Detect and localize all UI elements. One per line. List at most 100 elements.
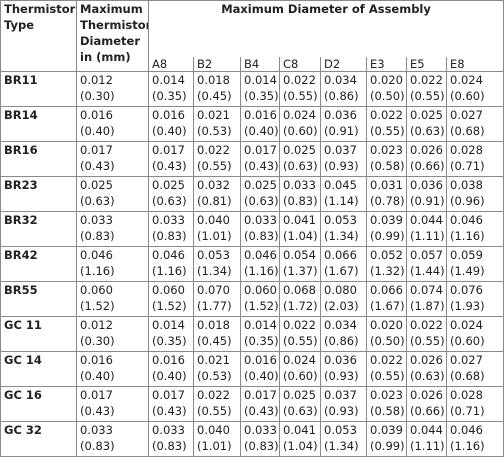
mm-value: (0.55) (410, 89, 445, 103)
inch-value: 0.046 (244, 248, 277, 262)
value-cell: 0.034 (0.86) (320, 71, 367, 107)
inch-value: 0.014 (152, 73, 185, 87)
type-cell: BR23 (0, 176, 77, 212)
mm-value: (0.83) (283, 194, 318, 208)
mm-value: (0.86) (324, 334, 359, 348)
inch-value: 0.014 (244, 73, 277, 87)
mm-value: (0.93) (324, 404, 359, 418)
data-row: BR23 0.025 (0.63) 0.025 (0.63) 0.032 (0.81) 0.0… (0, 176, 504, 212)
inch-value: 0.044 (410, 423, 443, 437)
value-cell: 0.053 (1.34) (320, 211, 367, 247)
inch-value: 0.016 (152, 108, 185, 122)
inch-value: 0.041 (283, 213, 316, 227)
inch-value: 0.017 (244, 388, 277, 402)
value-cell: 0.036 (0.91) (406, 176, 447, 212)
inch-value: 0.036 (324, 353, 357, 367)
inch-value: 0.033 (283, 178, 316, 192)
mm-value: (1.67) (370, 299, 405, 313)
mm-value: (0.55) (283, 334, 318, 348)
mm-value: (1.34) (324, 439, 359, 453)
value-cell: 0.066 (1.67) (320, 246, 367, 282)
inch-value: 0.054 (283, 248, 316, 262)
mm-value: (0.83) (80, 229, 115, 243)
inch-value: 0.020 (370, 73, 403, 87)
data-row: GC 14 0.016 (0.40) 0.016 (0.40) 0.021 (0.53) 0.… (0, 351, 504, 387)
value-cell: 0.017 (0.43) (240, 141, 280, 177)
value-cell: 0.046 (1.16) (445, 421, 504, 457)
mm-value: (0.71) (450, 404, 485, 418)
inch-value: 0.024 (450, 73, 483, 87)
mm-value: (1.44) (410, 264, 445, 278)
inch-value: 0.016 (244, 353, 277, 367)
value-cell: 0.025 (0.63) (279, 386, 321, 422)
value-cell: 0.021 (0.53) (193, 351, 241, 387)
value-cell: 0.012 (0.30) (76, 71, 149, 107)
inch-value: 0.014 (152, 318, 185, 332)
data-row: GC 16 0.017 (0.43) 0.017 (0.43) 0.022 (0.55) 0.… (0, 386, 504, 422)
inch-value: 0.022 (410, 318, 443, 332)
mm-value: (0.40) (80, 369, 115, 383)
mm-value: (0.55) (283, 89, 318, 103)
inch-value: 0.066 (324, 248, 357, 262)
mm-value: (0.60) (283, 369, 318, 383)
mm-value: (0.71) (450, 159, 485, 173)
inch-value: 0.033 (80, 213, 113, 227)
cell-line: Thermistor (80, 18, 149, 32)
mm-value: (0.43) (152, 404, 187, 418)
inch-value: 0.066 (370, 283, 403, 297)
inch-value: 0.045 (324, 178, 357, 192)
value-cell: 0.022 (0.55) (279, 316, 321, 352)
inch-value: 0.057 (410, 248, 443, 262)
value-cell: 0.044 (1.11) (406, 211, 447, 247)
inch-value: 0.016 (152, 353, 185, 367)
value-cell: 0.017 (0.43) (148, 386, 194, 422)
value-cell: 0.041 (1.04) (279, 421, 321, 457)
value-cell: 0.022 (0.55) (406, 71, 447, 107)
mm-value: (0.63) (410, 369, 445, 383)
inch-value: 0.022 (283, 318, 316, 332)
inch-value: 0.076 (450, 283, 483, 297)
mm-value: (0.63) (152, 194, 187, 208)
value-cell: 0.022 (0.55) (279, 71, 321, 107)
group-header: Maximum Diameter of Assembly (147, 0, 504, 57)
size-header: D2 (320, 57, 367, 72)
value-cell: 0.025 (0.63) (406, 106, 447, 142)
value-cell: 0.033 (0.83) (240, 421, 280, 457)
mm-value: (1.52) (244, 299, 279, 313)
value-cell: 0.057 (1.44) (406, 246, 447, 282)
mm-value: (0.68) (450, 124, 485, 138)
mm-value: (0.40) (244, 124, 279, 138)
inch-value: 0.046 (450, 213, 483, 227)
inch-value: 0.022 (370, 353, 403, 367)
inch-value: 0.031 (370, 178, 403, 192)
data-row: BR42 0.046 (1.16) 0.046 (1.16) 0.053 (1.34) 0.0… (0, 246, 504, 282)
inch-value: 0.017 (152, 143, 185, 157)
data-row: BR11 0.012 (0.30) 0.014 (0.35) 0.018 (0.45) 0.0… (0, 71, 504, 107)
mm-value: (0.35) (152, 334, 187, 348)
inch-value: 0.027 (450, 108, 483, 122)
value-cell: 0.046 (1.16) (148, 246, 194, 282)
mm-value: (0.55) (410, 334, 445, 348)
inch-value: 0.044 (410, 213, 443, 227)
type-header: Thermistor Type (0, 0, 77, 72)
value-cell: 0.033 (0.83) (148, 211, 194, 247)
value-cell: 0.066 (1.67) (366, 281, 407, 317)
value-cell: 0.059 (1.49) (445, 246, 504, 282)
inch-value: 0.023 (370, 388, 403, 402)
mm-value: (1.37) (283, 264, 318, 278)
inch-value: 0.034 (324, 73, 357, 87)
inch-value: 0.028 (450, 388, 483, 402)
mm-value: (1.16) (80, 264, 115, 278)
mm-value: (1.01) (197, 439, 232, 453)
inch-value: 0.053 (197, 248, 230, 262)
inch-value: 0.017 (244, 143, 277, 157)
value-cell: 0.022 (0.55) (366, 106, 407, 142)
inch-value: 0.037 (324, 143, 357, 157)
size-header: B2 (193, 57, 241, 72)
inch-value: 0.046 (450, 423, 483, 437)
inch-value: 0.024 (283, 353, 316, 367)
inch-value: 0.022 (370, 108, 403, 122)
inch-value: 0.046 (152, 248, 185, 262)
inch-value: 0.033 (152, 213, 185, 227)
inch-value: 0.024 (283, 108, 316, 122)
